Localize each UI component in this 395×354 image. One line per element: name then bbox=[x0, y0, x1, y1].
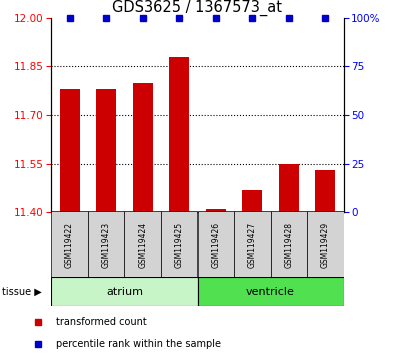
Bar bbox=[271, 211, 307, 278]
Text: GSM119425: GSM119425 bbox=[175, 222, 184, 268]
Bar bbox=[234, 211, 271, 278]
Bar bbox=[133, 82, 153, 212]
Bar bbox=[198, 277, 344, 306]
Bar bbox=[206, 209, 226, 212]
Text: GSM119427: GSM119427 bbox=[248, 222, 257, 268]
Bar bbox=[51, 211, 88, 278]
Bar bbox=[124, 211, 161, 278]
Text: percentile rank within the sample: percentile rank within the sample bbox=[56, 339, 222, 349]
Text: GSM119426: GSM119426 bbox=[211, 222, 220, 268]
Text: GSM119429: GSM119429 bbox=[321, 222, 330, 268]
Text: transformed count: transformed count bbox=[56, 317, 147, 327]
Bar bbox=[315, 170, 335, 212]
Bar bbox=[198, 211, 234, 278]
Text: GSM119422: GSM119422 bbox=[65, 222, 74, 268]
Bar bbox=[242, 190, 262, 212]
Text: GSM119424: GSM119424 bbox=[138, 222, 147, 268]
Text: GSM119428: GSM119428 bbox=[284, 222, 293, 268]
Text: atrium: atrium bbox=[106, 287, 143, 297]
Bar bbox=[88, 211, 124, 278]
Bar bbox=[307, 211, 344, 278]
Text: tissue ▶: tissue ▶ bbox=[2, 287, 42, 297]
Bar bbox=[161, 211, 198, 278]
Text: GSM119423: GSM119423 bbox=[102, 222, 111, 268]
Bar bbox=[60, 89, 80, 212]
Title: GDS3625 / 1367573_at: GDS3625 / 1367573_at bbox=[113, 0, 282, 16]
Bar bbox=[279, 164, 299, 212]
Bar bbox=[96, 89, 116, 212]
Bar bbox=[169, 57, 189, 212]
Text: ventricle: ventricle bbox=[246, 287, 295, 297]
Bar bbox=[51, 277, 198, 306]
